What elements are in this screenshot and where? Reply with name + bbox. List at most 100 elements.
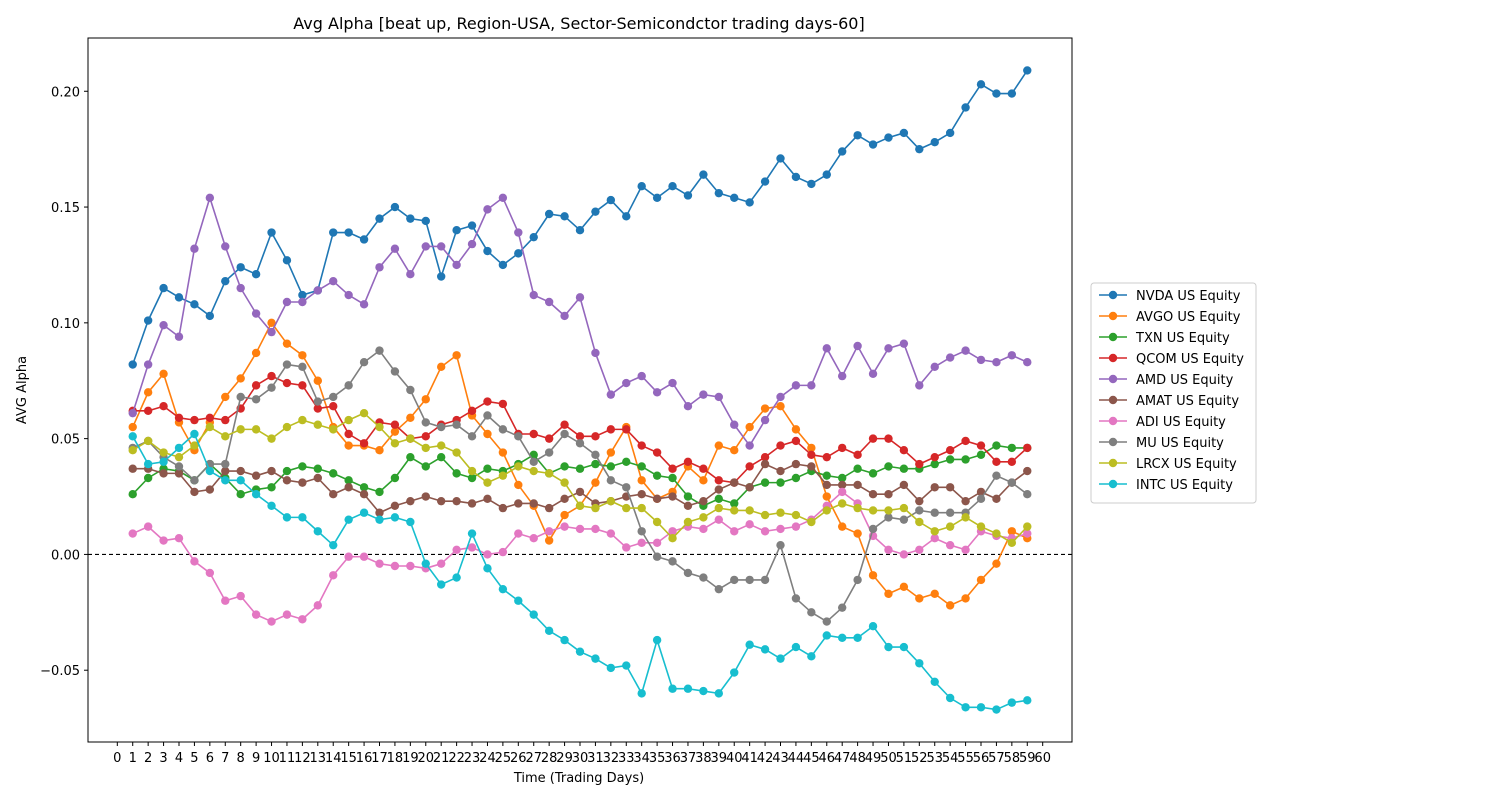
x-tick-label: 14 xyxy=(325,751,342,766)
data-point xyxy=(236,490,245,499)
series-adi xyxy=(128,487,1032,626)
data-point xyxy=(930,677,939,686)
data-point xyxy=(329,425,338,434)
data-point xyxy=(915,144,924,154)
data-point xyxy=(313,404,323,413)
data-point xyxy=(1023,696,1032,705)
data-point xyxy=(807,450,816,460)
x-tick-label: 32 xyxy=(603,751,620,766)
data-point xyxy=(359,439,369,448)
data-point xyxy=(807,517,816,527)
data-point xyxy=(652,635,662,645)
data-point xyxy=(776,402,785,411)
data-point xyxy=(298,351,307,360)
data-point xyxy=(483,397,492,406)
data-point xyxy=(699,496,708,506)
data-point xyxy=(945,446,955,455)
data-point xyxy=(544,469,554,478)
data-point xyxy=(452,448,461,457)
x-tick-label: 30 xyxy=(572,751,589,766)
data-point xyxy=(498,260,508,270)
data-point xyxy=(298,513,307,522)
data-point xyxy=(529,610,538,619)
data-point xyxy=(236,425,245,434)
data-point xyxy=(560,494,569,504)
data-point xyxy=(730,575,739,585)
x-tick-label: 56 xyxy=(973,751,990,766)
data-point xyxy=(436,496,446,506)
data-point xyxy=(884,589,893,598)
data-point xyxy=(807,652,816,661)
data-point xyxy=(236,476,245,485)
data-point xyxy=(498,425,508,434)
data-point xyxy=(1023,490,1032,499)
data-point xyxy=(483,429,492,439)
data-point xyxy=(884,462,893,471)
data-point xyxy=(282,476,292,485)
data-point xyxy=(807,443,816,453)
data-point xyxy=(298,290,307,300)
data-point xyxy=(190,244,199,253)
data-point xyxy=(745,462,754,471)
data-point xyxy=(529,429,538,439)
data-point xyxy=(128,422,137,432)
data-point xyxy=(822,506,831,515)
data-point xyxy=(406,561,415,571)
data-point xyxy=(575,432,585,441)
legend-marker xyxy=(1108,290,1118,300)
data-point xyxy=(730,420,739,429)
data-point xyxy=(606,496,616,506)
legend-box xyxy=(1090,282,1257,504)
data-point xyxy=(884,490,893,499)
data-point xyxy=(637,476,646,485)
x-tick-label: 39 xyxy=(711,751,728,766)
data-point xyxy=(282,378,292,388)
series-amat xyxy=(128,459,1032,517)
data-point xyxy=(745,483,754,492)
data-point xyxy=(668,492,677,501)
series-nvda xyxy=(128,66,1032,369)
data-point xyxy=(421,492,430,501)
data-point xyxy=(313,397,323,406)
data-point xyxy=(483,564,492,573)
data-point xyxy=(236,283,245,293)
data-point xyxy=(498,193,508,202)
data-point xyxy=(390,561,400,571)
x-tick-label: 2 xyxy=(144,751,152,766)
x-tick-label: 3 xyxy=(159,751,167,766)
data-point xyxy=(745,441,754,450)
data-point xyxy=(159,536,168,545)
data-point xyxy=(884,545,893,554)
y-axis-label: AVG Alpha xyxy=(15,356,30,424)
data-point xyxy=(267,617,276,626)
data-point xyxy=(205,568,215,578)
data-point xyxy=(143,459,153,469)
data-point xyxy=(760,575,770,585)
data-point xyxy=(529,499,538,508)
data-point xyxy=(930,138,939,147)
x-axis-label: Time (Trading Days) xyxy=(513,771,644,786)
data-point xyxy=(329,228,338,237)
data-point xyxy=(853,480,862,490)
legend-marker xyxy=(1108,311,1118,321)
data-point xyxy=(375,214,384,223)
data-point xyxy=(205,193,215,202)
data-point xyxy=(899,464,909,473)
data-point xyxy=(128,408,137,418)
data-point xyxy=(791,510,801,520)
data-point xyxy=(807,462,816,471)
data-point xyxy=(1023,529,1032,538)
data-point xyxy=(992,89,1001,98)
data-point xyxy=(606,462,616,471)
data-point xyxy=(436,559,446,568)
data-point xyxy=(652,538,662,548)
series-lrcx xyxy=(128,408,1032,548)
data-point xyxy=(483,205,492,214)
data-point xyxy=(282,360,292,369)
data-point xyxy=(436,441,446,450)
data-point xyxy=(760,415,770,425)
data-point xyxy=(961,496,970,506)
x-tick-label: 27 xyxy=(525,751,542,766)
y-tick-label: 0.20 xyxy=(51,85,80,100)
data-point xyxy=(128,529,137,538)
